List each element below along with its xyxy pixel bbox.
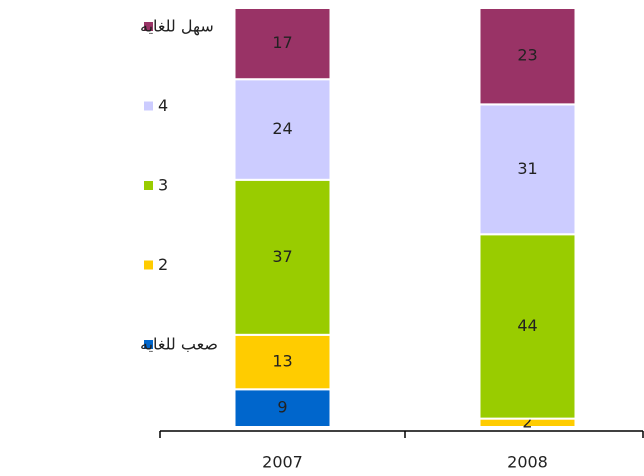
legend-label: 2 bbox=[158, 255, 168, 274]
legend-swatch bbox=[144, 181, 153, 190]
bar-segment bbox=[478, 103, 577, 236]
data-label: 9 bbox=[277, 398, 287, 417]
legend-label: سهل للغايه bbox=[140, 17, 214, 37]
bar-segment bbox=[478, 233, 577, 420]
legend-swatch bbox=[144, 260, 153, 270]
legend-swatch bbox=[144, 340, 153, 349]
data-label: 37 bbox=[272, 247, 292, 266]
legend-swatch bbox=[144, 101, 153, 111]
x-tick-label: 2008 bbox=[507, 453, 548, 472]
data-label: 44 bbox=[517, 316, 537, 335]
legend-swatch bbox=[144, 22, 153, 31]
data-label: 13 bbox=[272, 352, 292, 371]
x-tick-label: 2007 bbox=[262, 453, 303, 472]
bar-segment bbox=[233, 333, 332, 391]
legend-label: 3 bbox=[158, 176, 168, 195]
data-label: 2 bbox=[522, 412, 532, 431]
bar-segment bbox=[233, 78, 332, 181]
bar-segment bbox=[478, 7, 577, 106]
data-label: 17 bbox=[272, 33, 292, 52]
data-label: 31 bbox=[517, 159, 537, 178]
data-label: 23 bbox=[517, 46, 537, 65]
data-label: 24 bbox=[272, 119, 292, 138]
legend-label: 4 bbox=[158, 96, 168, 115]
legend-label: صعب للغايه bbox=[140, 335, 218, 354]
bar-segment bbox=[233, 388, 332, 429]
bar-segment bbox=[233, 7, 332, 81]
